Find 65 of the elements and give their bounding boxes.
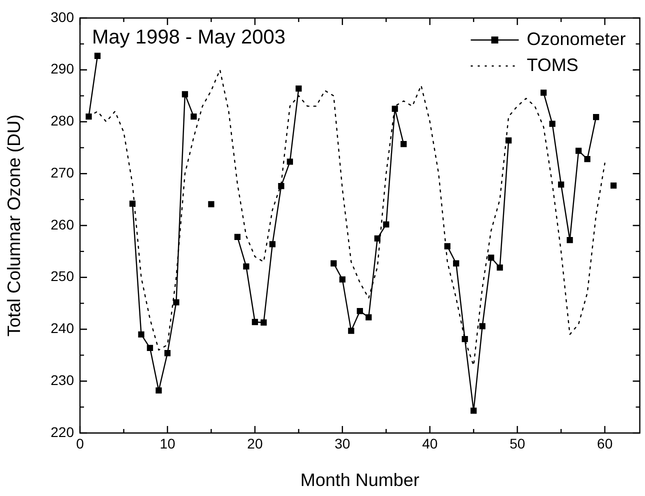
- x-tick-label: 0: [76, 435, 84, 452]
- x-tick-label: 10: [160, 435, 176, 452]
- x-tick-label: 20: [247, 435, 263, 452]
- point: [164, 350, 171, 356]
- point: [453, 260, 460, 266]
- point: [610, 182, 617, 189]
- y-tick-label: 230: [50, 372, 74, 388]
- x-tick-label: 50: [510, 435, 526, 452]
- point: [444, 243, 450, 250]
- point: [592, 114, 600, 120]
- point: [330, 260, 337, 266]
- legend-label: TOMS: [526, 54, 578, 75]
- point: [383, 221, 390, 228]
- point: [558, 181, 564, 188]
- point: [506, 137, 512, 144]
- point: [566, 236, 573, 244]
- point: [575, 148, 582, 154]
- point: [296, 85, 302, 92]
- point: [129, 200, 136, 207]
- y-tick-label: 260: [50, 216, 74, 232]
- point: [208, 201, 214, 208]
- point: [243, 263, 250, 270]
- point: [286, 158, 293, 165]
- y-tick-label: 280: [50, 112, 74, 129]
- point: [356, 308, 363, 314]
- point: [584, 156, 590, 162]
- x-tick-label: 60: [597, 435, 613, 452]
- point: [540, 90, 547, 96]
- y-tick-label: 250: [50, 268, 74, 284]
- point: [94, 52, 101, 59]
- point: [138, 331, 144, 338]
- point: [374, 235, 380, 242]
- x-axis-title: Month Number: [300, 470, 420, 490]
- point: [392, 106, 398, 112]
- legend-label: Ozonometer: [526, 28, 626, 49]
- x-tick-label: 40: [422, 435, 438, 452]
- point: [86, 113, 92, 120]
- point: [549, 120, 556, 127]
- y-tick-label: 270: [50, 164, 74, 180]
- point: [252, 318, 258, 326]
- y-tick-label: 220: [50, 424, 74, 440]
- point: [462, 336, 468, 342]
- point: [182, 91, 188, 98]
- point: [400, 140, 407, 148]
- point: [269, 241, 276, 248]
- point: [173, 299, 180, 306]
- point: [348, 328, 354, 334]
- point: [156, 387, 162, 394]
- y-tick-label: 290: [50, 60, 74, 77]
- point: [470, 408, 477, 414]
- y-tick-label: 240: [50, 320, 74, 336]
- point: [488, 254, 494, 261]
- point: [479, 323, 486, 330]
- point: [190, 113, 197, 120]
- point: [496, 264, 503, 271]
- point: [146, 344, 154, 351]
- point: [278, 183, 284, 190]
- point: [339, 276, 346, 283]
- x-tick-label: 30: [334, 435, 350, 452]
- y-tick-label: 300: [50, 8, 74, 25]
- point: [260, 319, 267, 326]
- point: [366, 314, 372, 320]
- chart-title: May 1998 - May 2003: [92, 26, 286, 49]
- point: [234, 234, 241, 240]
- y-axis-title: Total Columnar Ozone (DU): [4, 114, 24, 337]
